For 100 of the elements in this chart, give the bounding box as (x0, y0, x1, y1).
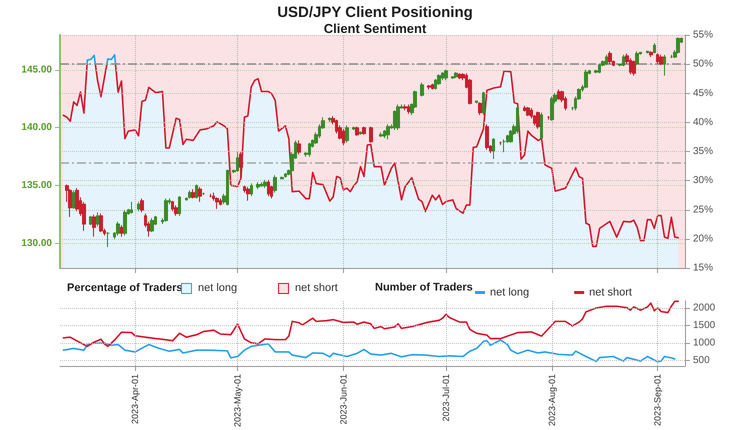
candlestick (355, 126, 359, 136)
candlestick (191, 188, 195, 199)
y2-tick-label: 55% (693, 30, 714, 40)
x-tick-label: 2023-Aug-01 (546, 374, 557, 426)
candlestick (219, 198, 222, 206)
candlestick (308, 142, 311, 158)
candlestick (198, 186, 202, 202)
candlestick (369, 126, 373, 144)
y-tick-label: 145.00 (21, 64, 52, 76)
candlestick (106, 232, 110, 248)
y2-tick-label: 40% (693, 116, 714, 128)
candlestick (297, 140, 301, 155)
candlestick (557, 88, 560, 100)
candlestick (236, 152, 239, 172)
candlestick (540, 112, 543, 142)
candlestick (75, 188, 79, 212)
candlestick (475, 100, 478, 104)
y2-tick-label: 20% (693, 233, 714, 244)
candlestick (284, 172, 287, 178)
y2-tick-label: 50% (693, 58, 714, 70)
candlestick (492, 138, 495, 160)
candlestick (396, 104, 400, 131)
candlestick (96, 212, 99, 227)
candlestick (72, 190, 75, 210)
candlestick (379, 132, 383, 138)
candlestick (352, 126, 355, 131)
candlestick (523, 105, 526, 112)
y-tick-label: 140.00 (21, 122, 52, 134)
candlestick (676, 36, 680, 54)
candlestick (178, 196, 181, 216)
candlestick (646, 50, 649, 54)
y2-tick-label: 1000 (693, 338, 716, 349)
line-series (62, 339, 676, 363)
candlestick (635, 50, 639, 66)
candlestick (116, 221, 120, 236)
candlestick (444, 69, 448, 81)
candlestick (226, 168, 229, 206)
candlestick (598, 63, 601, 74)
candlestick (92, 214, 96, 238)
candlestick (345, 124, 349, 144)
candlestick (653, 42, 656, 54)
candlestick (441, 72, 444, 81)
candlestick (502, 138, 506, 153)
y-tick-label: 135.00 (21, 180, 52, 192)
chart-subtitle: Client Sentiment (324, 21, 427, 36)
candlestick (89, 215, 92, 226)
candlestick (215, 196, 219, 210)
candlestick (263, 179, 267, 189)
candlestick (656, 53, 659, 64)
candlestick (386, 124, 390, 140)
candlestick (420, 82, 424, 97)
line-series (62, 300, 679, 348)
candlestick (123, 210, 127, 236)
candlestick (140, 198, 144, 213)
candlestick (267, 179, 270, 197)
candlestick (239, 152, 243, 178)
candlestick (485, 124, 489, 150)
legend-title: Number of Traders (375, 282, 473, 294)
candlestick (250, 182, 253, 197)
y2-tick-label: 30% (693, 175, 714, 186)
x-tick-label: 2023-Jun-01 (338, 374, 348, 425)
candlestick (437, 74, 441, 86)
legend-label: net long (198, 282, 238, 294)
legend-label: net long (490, 286, 530, 298)
candlestick (174, 204, 178, 216)
candlestick (195, 184, 198, 199)
y2-tick-label: 35% (693, 146, 714, 157)
candlestick (403, 104, 407, 111)
candlestick (584, 69, 588, 89)
candlestick (342, 128, 345, 146)
candlestick (516, 106, 519, 134)
x-tick-label: 2023-May-01 (232, 374, 243, 427)
candlestick (150, 218, 154, 233)
y2-tick-label: 45% (693, 88, 714, 99)
y2-tick-label: 25% (693, 204, 714, 216)
y-tick-label: 130.00 (21, 238, 52, 250)
candlestick (605, 54, 608, 66)
candlestick (120, 224, 123, 238)
candlestick (280, 176, 284, 180)
candlestick (137, 201, 140, 212)
candlestick (164, 198, 168, 222)
candlestick (407, 104, 410, 114)
candlestick (130, 201, 133, 214)
candlestick (99, 213, 103, 233)
candlestick (663, 54, 666, 76)
candlestick (536, 111, 540, 130)
x-tick-label: 2023-Apr-01 (130, 374, 140, 424)
candlestick (273, 174, 277, 194)
x-tick-label: 2023-Sep-01 (652, 374, 663, 426)
chart-title: USD/JPY Client Positioning (277, 4, 473, 21)
y2-tick-label: 15% (693, 262, 714, 274)
candlestick (526, 106, 530, 117)
legend-title: Percentage of Traders (67, 282, 183, 294)
candlestick (451, 76, 455, 80)
candlestick (82, 201, 86, 232)
candlestick (632, 60, 636, 76)
y2-tick-label: 2000 (693, 302, 716, 314)
candlestick (649, 50, 653, 58)
candlestick (68, 188, 72, 218)
candlestick (458, 72, 461, 80)
